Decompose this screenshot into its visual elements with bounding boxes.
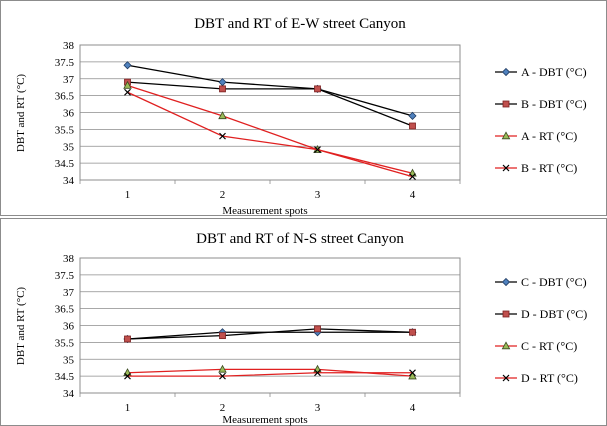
- ns-chart-frame: [0, 218, 607, 426]
- ns-y-axis-title: DBT and RT (°C): [15, 287, 27, 366]
- ns-legend-marker: [502, 374, 510, 382]
- ew-y-tick-label: 34: [63, 175, 75, 187]
- ew-data-point: [408, 111, 417, 120]
- ns-y-tick-label: 37.5: [55, 270, 75, 282]
- ew-legend-label: A - DBT (°C): [521, 65, 587, 79]
- ew-legend-marker: [501, 131, 511, 140]
- ew-y-tick-label: 34.5: [55, 158, 75, 170]
- ew-x-tick-label: 3: [315, 189, 321, 201]
- ew-series-line: [127, 91, 413, 178]
- ew-data-point: [218, 111, 227, 120]
- ew-y-tick-label: 35: [63, 141, 75, 153]
- ns-y-tick-label: 34.5: [55, 371, 75, 383]
- ns-legend-item: D - DBT (°C): [495, 307, 587, 321]
- ns-data-point: [124, 372, 131, 380]
- ns-data-point: [219, 332, 226, 340]
- ew-chart-title: DBT and RT of E-W street Canyon: [194, 16, 406, 32]
- ns-legend-item: C - DBT (°C): [495, 275, 587, 289]
- ns-data-point: [218, 364, 227, 373]
- ns-data-point: [314, 325, 321, 333]
- ew-legend-label: B - RT (°C): [521, 161, 577, 175]
- ew-data-point: [123, 80, 132, 89]
- ew-series-line: [127, 81, 413, 127]
- ew-y-tick-label: 35.5: [55, 124, 75, 136]
- ew-data-point: [219, 85, 226, 93]
- ew-legend-item: A - DBT (°C): [495, 65, 587, 79]
- ns-x-tick-label: 1: [125, 402, 131, 414]
- ew-legend-marker: [502, 164, 510, 172]
- ew-legend-label: B - DBT (°C): [521, 97, 587, 111]
- ns-x-tick-label: 2: [220, 402, 226, 414]
- ew-data-point: [219, 132, 226, 140]
- ew-legend: A - DBT (°C) B - DBT (°C) A - RT (°C) B - R…: [495, 65, 587, 175]
- ns-y-tick-label: 34: [63, 388, 75, 400]
- ns-x-axis-title: Measurement spots: [222, 414, 307, 426]
- ew-data-point: [409, 173, 416, 181]
- ew-data-point: [409, 122, 416, 130]
- ns-y-tick-label: 35.5: [55, 337, 75, 349]
- ns-legend-item: D - RT (°C): [495, 371, 578, 385]
- ns-legend: C - DBT (°C) D - DBT (°C) C - RT (°C) D - R…: [495, 275, 587, 385]
- ns-legend-item: C - RT (°C): [495, 339, 577, 353]
- ew-legend-item: A - RT (°C): [495, 129, 577, 143]
- ew-legend-label: A - RT (°C): [521, 129, 577, 143]
- ns-legend-label: D - DBT (°C): [521, 307, 587, 321]
- ns-data-point: [124, 335, 131, 343]
- ew-y-tick-label: 36: [63, 108, 75, 120]
- ew-data-point: [314, 85, 321, 93]
- ns-x-tick-label: 3: [315, 402, 321, 414]
- ns-chart-title: DBT and RT of N-S street Canyon: [196, 231, 404, 247]
- ns-series-line: [127, 328, 413, 340]
- ns-legend-marker: [502, 310, 510, 318]
- ns-x-tick-label: 4: [410, 402, 416, 414]
- ew-y-tick-label: 37.5: [55, 57, 75, 69]
- ns-data-point: [408, 371, 417, 380]
- ew-x-tick-label: 2: [220, 189, 226, 201]
- ns-y-tick-label: 38: [63, 253, 75, 265]
- ns-y-tick-label: 36.5: [55, 304, 75, 316]
- ew-legend-marker: [501, 67, 511, 77]
- ew-series-line: [127, 84, 413, 174]
- ns-y-tick-label: 35: [63, 354, 75, 366]
- ew-y-axis-title: DBT and RT (°C): [15, 74, 27, 153]
- ew-x-tick-label: 1: [125, 189, 131, 201]
- ns-data-point: [219, 372, 226, 380]
- ns-y-tick-label: 37: [63, 287, 75, 299]
- ew-legend-item: B - DBT (°C): [495, 97, 587, 111]
- ns-series-3: [124, 369, 416, 380]
- ns-series-1: [124, 325, 416, 343]
- ew-chart-frame: [0, 0, 607, 216]
- ew-y-tick-label: 37: [63, 74, 75, 86]
- ns-legend-label: C - RT (°C): [521, 339, 577, 353]
- ns-data-point: [409, 328, 416, 336]
- ns-series-line: [127, 372, 413, 377]
- ew-y-tick-label: 38: [63, 40, 75, 52]
- ew-canyon-chart: DBT and RT of E-W street Canyon Measurem…: [0, 0, 607, 217]
- ew-data-point: [314, 146, 321, 154]
- ns-canyon-chart: DBT and RT of N-S street Canyon Measurem…: [0, 218, 607, 426]
- ew-y-tick-label: 36.5: [55, 91, 75, 103]
- ns-legend-marker: [501, 277, 511, 287]
- ew-x-tick-label: 4: [410, 189, 416, 201]
- ew-x-axis-title: Measurement spots: [222, 205, 307, 217]
- ns-data-point: [314, 369, 321, 377]
- ns-y-tick-label: 36: [63, 321, 75, 333]
- ew-legend-item: B - RT (°C): [495, 161, 577, 175]
- ew-data-point: [124, 88, 131, 96]
- ew-data-point: [123, 61, 132, 70]
- ew-series-3: [124, 88, 416, 181]
- ew-series-line: [127, 64, 413, 117]
- ew-legend-marker: [502, 100, 510, 108]
- ns-legend-label: D - RT (°C): [521, 371, 578, 385]
- ns-legend-label: C - DBT (°C): [521, 275, 587, 289]
- ns-data-point: [409, 369, 416, 377]
- ns-legend-marker: [501, 341, 511, 350]
